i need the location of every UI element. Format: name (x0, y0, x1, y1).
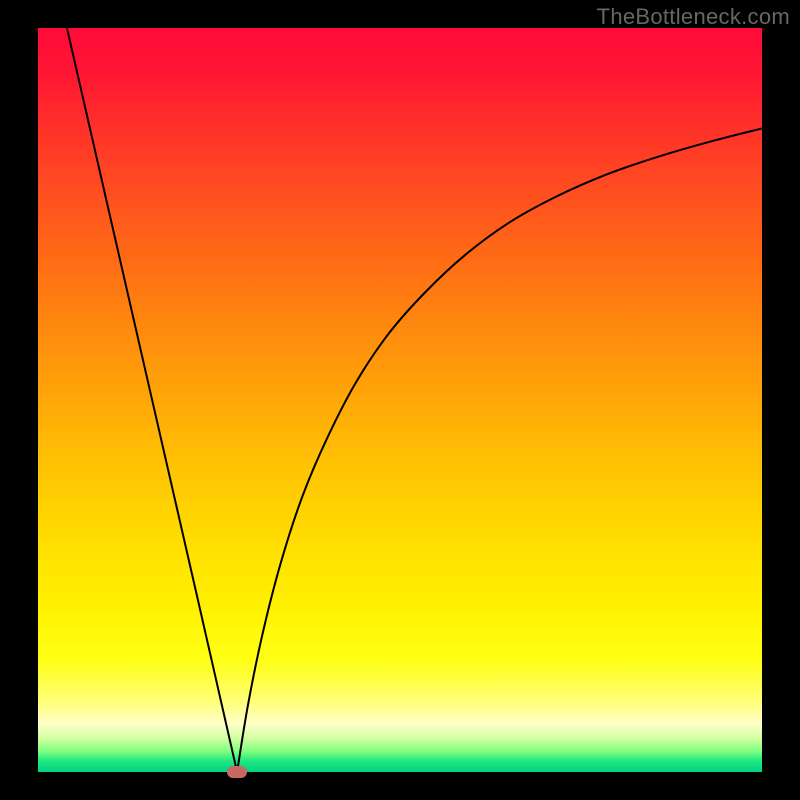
plot-area (38, 28, 762, 772)
plot-svg (38, 28, 762, 772)
watermark-text: TheBottleneck.com (597, 4, 790, 30)
gradient-background (38, 28, 762, 772)
minimum-marker (227, 766, 247, 778)
chart-container: TheBottleneck.com (0, 0, 800, 800)
